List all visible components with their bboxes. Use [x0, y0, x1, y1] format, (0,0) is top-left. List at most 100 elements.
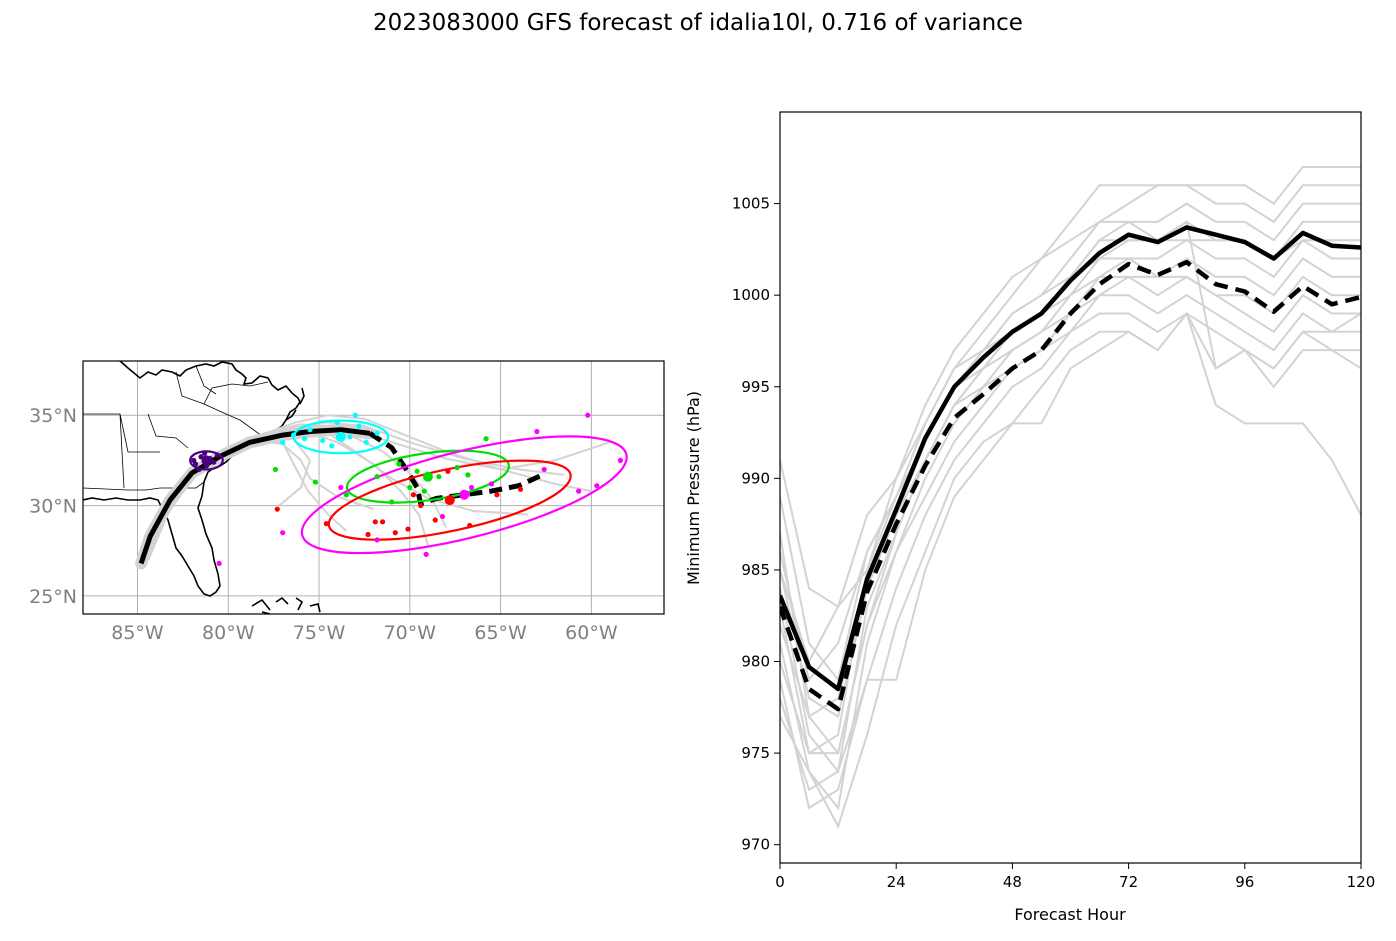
member-position-point: [312, 479, 318, 485]
map-lon-tick-label: 85°W: [111, 622, 164, 644]
member-position-point: [468, 484, 475, 491]
member-position-point: [379, 519, 386, 525]
member-pressure-line: [780, 311, 1361, 829]
pressure-line-dashed: [780, 259, 1361, 712]
track-map: 85°W 80°W 75°W 70°W 65°W 60°W 25°N 30°N 35°N: [29, 360, 665, 644]
member-position-point: [494, 492, 500, 498]
member-position-point: [439, 513, 446, 520]
member-position-point: [432, 517, 438, 523]
member-position-point: [396, 461, 402, 467]
pressure-x-ticks: 0 24 48 72 96 120: [775, 863, 1375, 891]
pressure-y-tick-label: 970: [741, 836, 770, 854]
pressure-x-tick-label: 72: [1119, 873, 1138, 891]
member-position-point: [445, 468, 451, 474]
mean-pressure-lines: [780, 225, 1361, 712]
member-pressure-line: [780, 257, 1361, 755]
member-position-point: [196, 466, 202, 473]
outer-banks: [285, 387, 305, 421]
map-frame: [82, 360, 665, 615]
map-lat-tick-label: 35°N: [29, 405, 77, 427]
member-position-point: [365, 531, 371, 538]
map-lon-tick-label: 65°W: [474, 622, 527, 644]
pressure-y-tick-label: 995: [741, 378, 770, 396]
pressure-plot-area: [780, 112, 1361, 863]
pressure-y-axis-label: Minimum Pressure (hPa): [684, 391, 703, 585]
member-position-point: [343, 492, 349, 498]
group-mean-point: [459, 489, 470, 500]
member-position-point: [594, 483, 600, 489]
mean-track-solid: [138, 427, 371, 565]
uncertainty-ellipse: [300, 435, 628, 555]
member-position-point: [418, 502, 424, 509]
member-position-point: [272, 466, 279, 473]
state-borders: [83, 365, 269, 491]
member-position-point: [389, 499, 395, 505]
member-position-point: [334, 419, 340, 426]
member-position-point: [410, 492, 417, 498]
group-mean-point: [444, 495, 455, 506]
member-position-point: [576, 488, 582, 494]
member-position-point: [405, 526, 411, 532]
group-mean-point: [335, 431, 346, 442]
member-position-point: [617, 457, 624, 463]
pressure-x-tick-label: 96: [1235, 873, 1254, 891]
member-position-point: [407, 484, 413, 491]
member-position-point: [280, 439, 286, 445]
member-position-point: [483, 436, 489, 442]
pressure-y-tick-label: 975: [741, 744, 770, 762]
member-position-point: [356, 423, 362, 429]
member-positions: [191, 412, 624, 567]
bahamas-islands: [251, 596, 321, 614]
member-position-point: [352, 412, 358, 418]
member-position-point: [436, 474, 442, 480]
map-longitude-labels: 85°W 80°W 75°W 70°W 65°W 60°W: [111, 622, 618, 644]
member-position-point: [414, 468, 420, 474]
member-position-point: [274, 506, 280, 512]
pressure-x-tick-label: 24: [887, 873, 906, 891]
mean-track: [138, 427, 544, 565]
member-position-point: [454, 465, 460, 471]
member-position-point: [216, 560, 222, 567]
member-position-point: [191, 457, 197, 463]
pressure-y-tick-label: 1005: [732, 195, 770, 213]
member-pressure-line: [780, 166, 1361, 608]
member-position-point: [202, 450, 208, 456]
map-lat-tick-label: 30°N: [29, 496, 77, 518]
member-position-point: [585, 412, 591, 418]
pressure-panel: 0 24 48 72 96 120 97097598098599099510001005 …: [684, 111, 1375, 924]
map-lon-tick-label: 70°W: [384, 622, 437, 644]
member-position-point: [517, 486, 524, 492]
member-position-point: [307, 427, 313, 433]
member-position-point: [421, 488, 427, 494]
pressure-y-tick-label: 990: [741, 469, 770, 487]
pressure-y-tick-label: 985: [741, 561, 770, 579]
pressure-x-axis-label: Forecast Hour: [1014, 905, 1126, 924]
member-position-point: [392, 530, 398, 536]
member-position-point: [320, 437, 326, 444]
member-position-point: [374, 537, 380, 543]
pressure-frame: [779, 111, 1362, 864]
state-border-lines: [83, 365, 269, 491]
pressure-x-tick-label: 48: [1003, 873, 1022, 891]
pressure-line-mean: [780, 225, 1361, 692]
map-lon-tick-label: 80°W: [202, 622, 255, 644]
pressure-x-tick-label: 120: [1347, 873, 1376, 891]
member-position-point: [280, 530, 286, 536]
member-position-point: [467, 522, 473, 529]
member-pressure-line: [780, 311, 1361, 792]
member-position-point: [374, 474, 380, 480]
member-position-point: [338, 484, 344, 491]
pressure-y-ticks: 970 975 980 985 990 995 1000 1005: [732, 195, 780, 854]
uncertainty-ellipses: [189, 419, 628, 555]
member-position-point: [423, 551, 429, 557]
member-pressure-line: [780, 220, 1361, 665]
group-mean-point: [422, 471, 433, 482]
member-position-point: [291, 432, 297, 438]
map-lon-tick-label: 75°W: [293, 622, 346, 644]
figure-title: 2023083000 GFS forecast of idalia10l, 0.…: [373, 10, 1023, 36]
pressure-y-tick-label: 980: [741, 653, 770, 671]
map-lat-tick-label: 25°N: [29, 586, 77, 608]
member-position-point: [329, 443, 335, 449]
member-position-point: [323, 521, 329, 527]
